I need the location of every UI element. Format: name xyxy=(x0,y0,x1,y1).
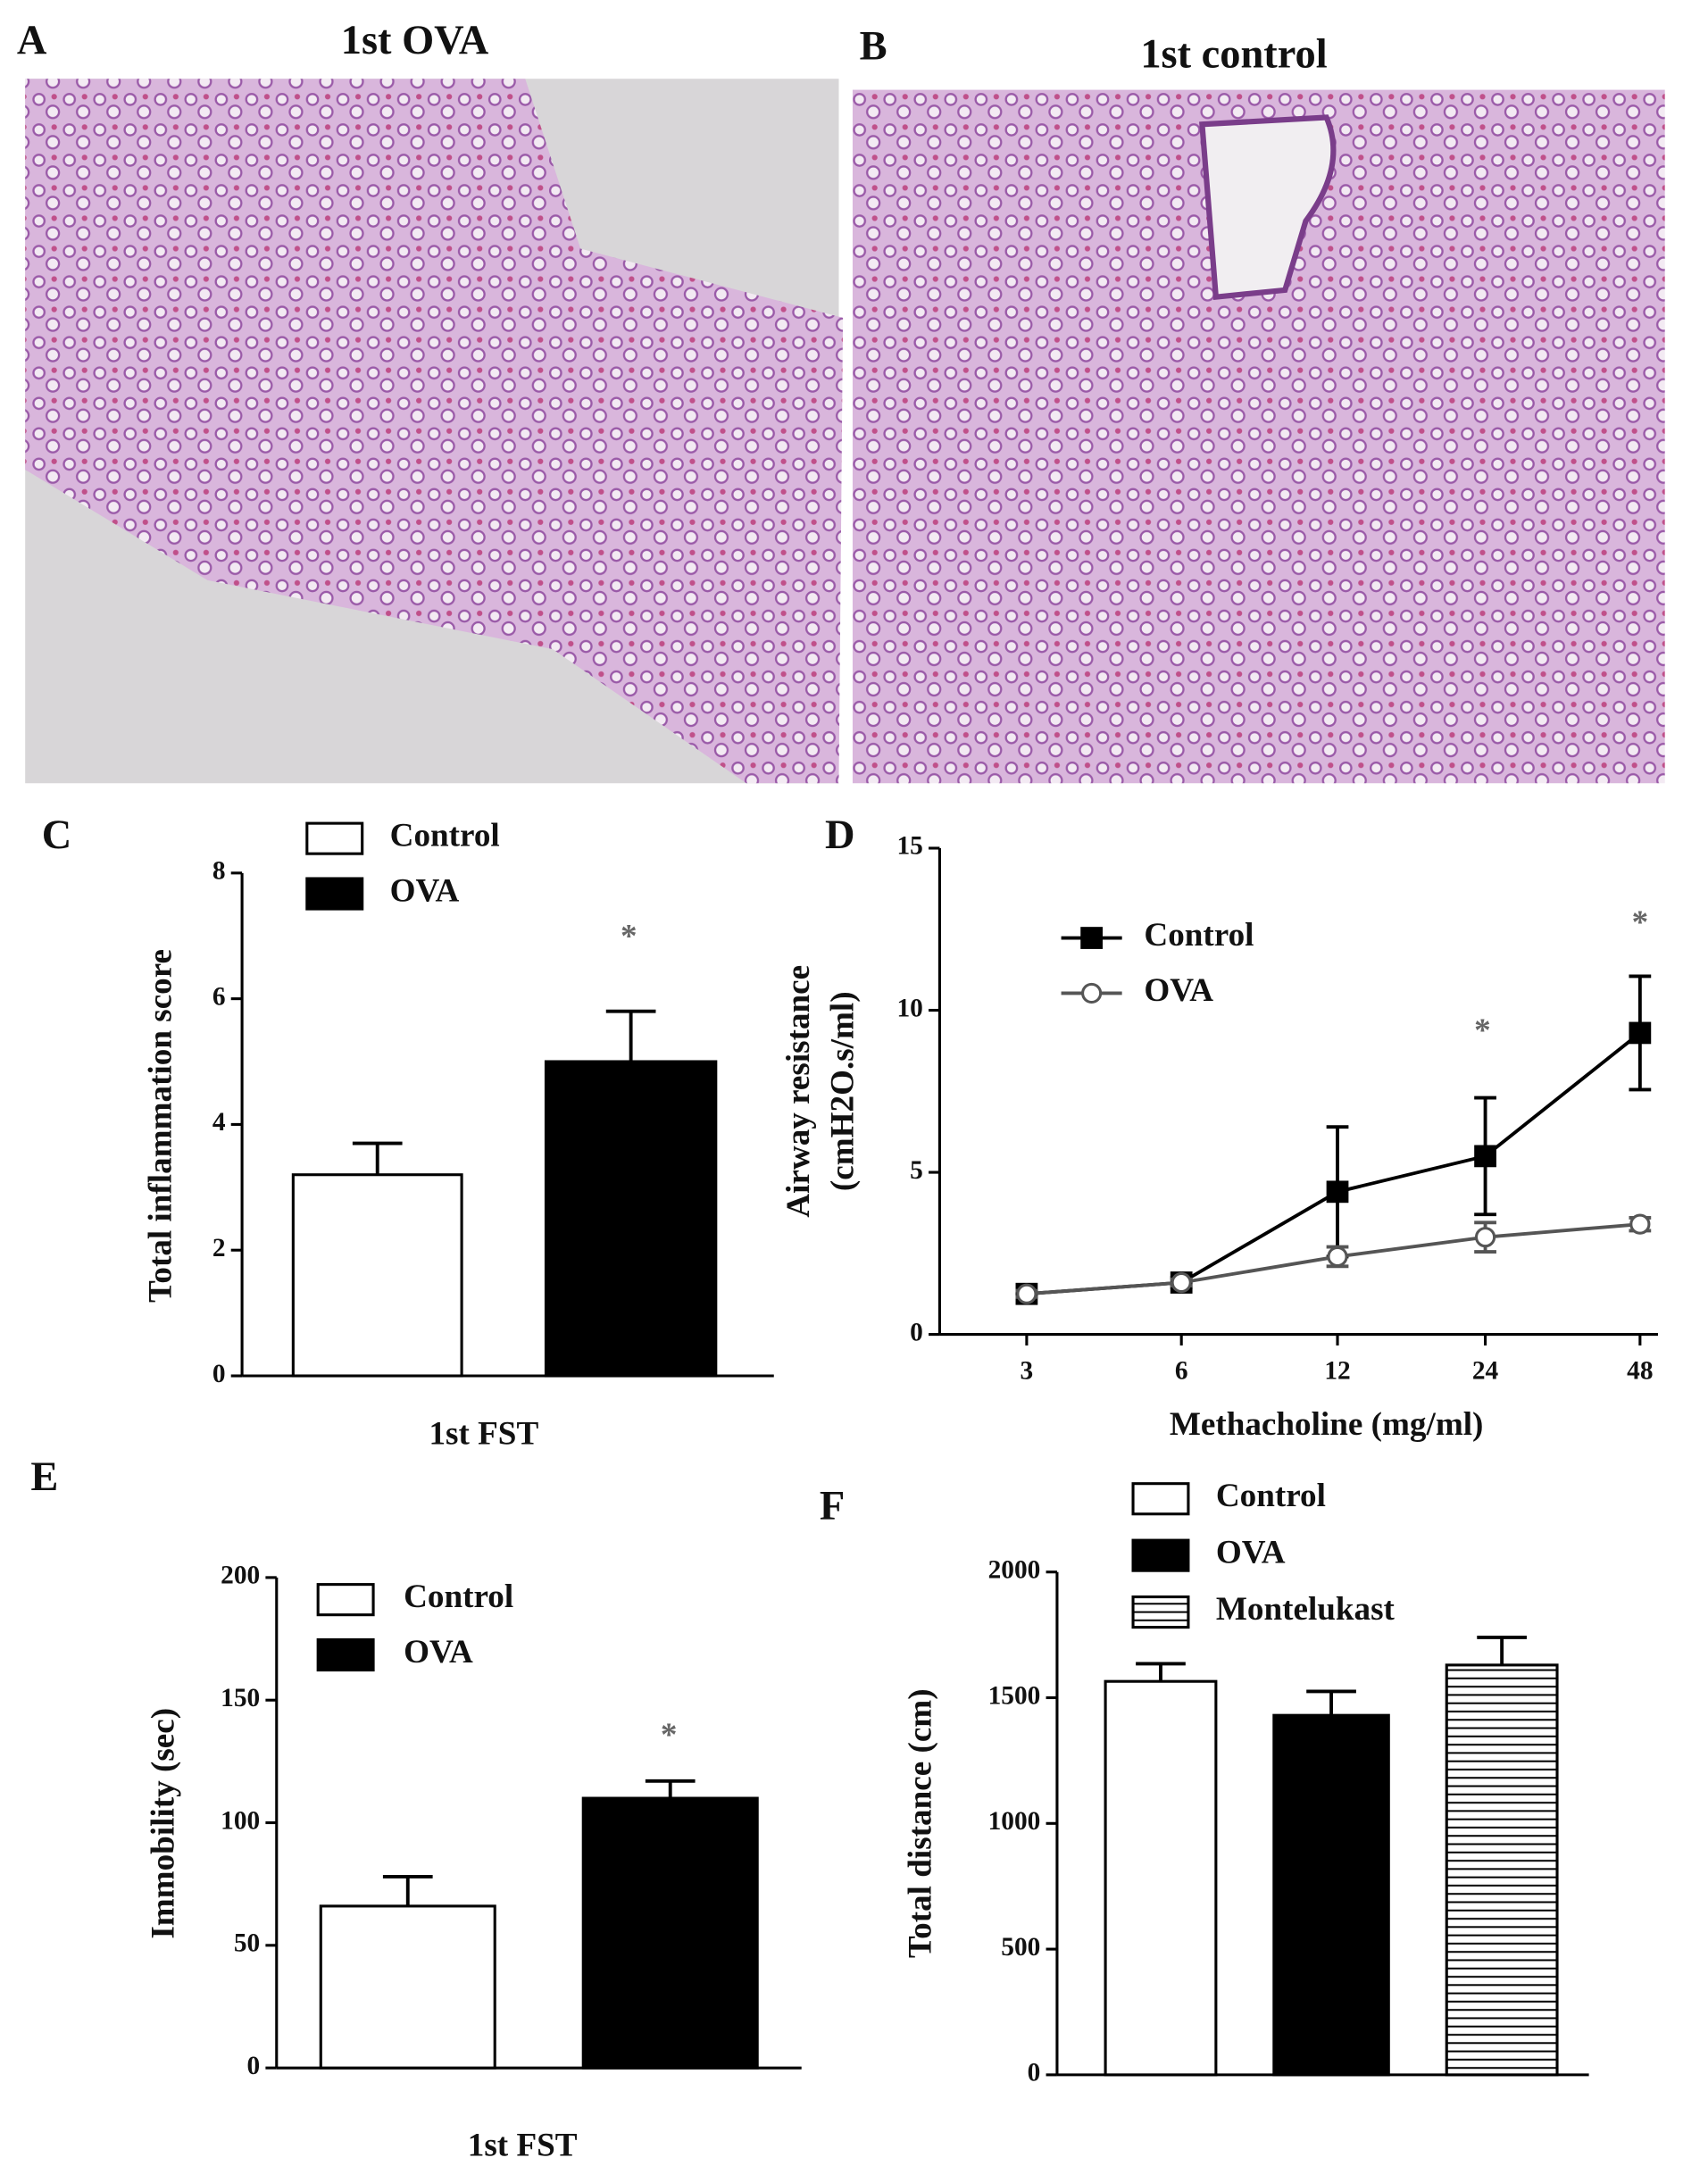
y-tick-label: 0 xyxy=(247,2052,261,2080)
y-tick-label: 0 xyxy=(910,1318,923,1346)
y-tick-label: 4 xyxy=(212,1108,226,1137)
legend-swatch xyxy=(1131,1538,1190,1572)
legend-swatch xyxy=(1131,1595,1190,1629)
legend-label: Montelukast xyxy=(1216,1591,1396,1628)
histology-a xyxy=(25,79,844,784)
x-axis-label: 1st FST xyxy=(429,1416,538,1453)
bar xyxy=(581,1796,759,2070)
y-tick-label: 200 xyxy=(221,1562,260,1590)
y-tick-label: 8 xyxy=(212,857,226,886)
significance-mark: * xyxy=(1474,1012,1491,1049)
y-tick-label: 5 xyxy=(910,1156,923,1185)
bar xyxy=(1445,1663,1559,2077)
x-tick-label: 3 xyxy=(1021,1357,1034,1386)
y-tick-label: 15 xyxy=(896,832,922,861)
x-tick-label: 6 xyxy=(1175,1357,1188,1386)
x-tick-label: 12 xyxy=(1324,1357,1350,1386)
panel-label: A xyxy=(17,18,47,63)
legend-label: OVA xyxy=(1216,1535,1286,1571)
legend-label: OVA xyxy=(390,873,460,910)
point xyxy=(1326,1180,1349,1204)
panel-label: B xyxy=(860,23,887,69)
legend-marker xyxy=(1081,982,1103,1004)
y-tick-label: 0 xyxy=(1028,2059,1041,2087)
legend-label: OVA xyxy=(404,1634,473,1670)
y-axis-label: Airway resistance xyxy=(780,965,817,1218)
legend-marker xyxy=(1080,927,1103,949)
legend-swatch xyxy=(316,1583,375,1617)
legend-swatch xyxy=(305,877,364,911)
panel-label: D xyxy=(825,812,855,858)
x-tick-label: 24 xyxy=(1472,1357,1499,1386)
legend-label: OVA xyxy=(1144,972,1213,1009)
legend-label: Control xyxy=(390,818,500,854)
legend-label: Control xyxy=(1144,917,1254,954)
x-tick-label: 48 xyxy=(1627,1357,1653,1386)
y-tick-label: 1000 xyxy=(988,1807,1041,1836)
point xyxy=(1171,1271,1192,1294)
panel-title: 1st control xyxy=(1140,32,1327,78)
y-tick-label: 500 xyxy=(1001,1933,1040,1962)
panel-label: E xyxy=(30,1454,58,1500)
legend-swatch xyxy=(316,1637,375,1672)
legend-label: Control xyxy=(1216,1478,1326,1514)
point xyxy=(1474,1227,1496,1248)
y-tick-label: 150 xyxy=(221,1684,260,1712)
point xyxy=(1629,1213,1651,1235)
y-axis-label: Total inflammation score xyxy=(142,949,179,1303)
bar xyxy=(1272,1713,1390,2077)
y-tick-label: 2 xyxy=(212,1234,226,1262)
y-axis-label: (cmH2O.s/ml) xyxy=(825,991,862,1191)
point xyxy=(1327,1245,1348,1268)
y-axis-label: Total distance (cm) xyxy=(902,1688,938,1958)
panel-title: 1st OVA xyxy=(341,18,489,63)
significance-mark: * xyxy=(661,1717,678,1754)
y-tick-label: 0 xyxy=(212,1360,226,1388)
y-axis-label: Immobility (sec) xyxy=(146,1708,182,1939)
legend-label: Control xyxy=(404,1579,513,1615)
legend-swatch xyxy=(305,821,364,855)
histology-b xyxy=(852,89,1665,784)
x-axis-label: Methacholine (mg/ml) xyxy=(1170,1406,1484,1443)
panel-label: C xyxy=(42,812,72,858)
point xyxy=(1016,1283,1037,1304)
legend-swatch xyxy=(1131,1482,1190,1516)
panel-label: F xyxy=(820,1484,845,1529)
bar xyxy=(1104,1679,1218,2077)
y-tick-label: 1500 xyxy=(988,1681,1041,1710)
bar xyxy=(544,1060,718,1378)
y-tick-label: 2000 xyxy=(988,1555,1041,1584)
x-axis-label: 1st FST xyxy=(468,2127,578,2163)
y-tick-label: 6 xyxy=(212,982,226,1011)
significance-mark: * xyxy=(621,919,637,955)
bar xyxy=(319,1904,496,2070)
y-tick-label: 100 xyxy=(221,1806,260,1835)
y-tick-label: 10 xyxy=(896,994,922,1022)
y-tick-label: 50 xyxy=(234,1929,260,1958)
point xyxy=(1629,1021,1652,1045)
point xyxy=(1474,1145,1496,1168)
bar xyxy=(291,1173,463,1378)
significance-mark: * xyxy=(1632,904,1649,941)
